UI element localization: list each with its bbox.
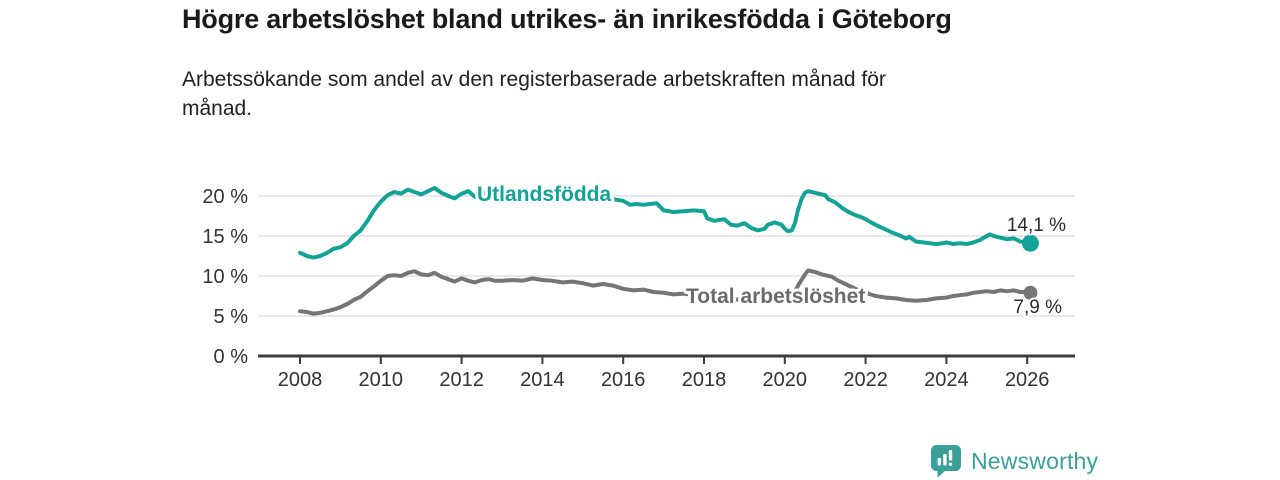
series-line-utlandsfodda: [298, 186, 1033, 260]
series-endpoint-dot-utlandsfodda: [1021, 234, 1039, 252]
brand-name: Newsworthy: [971, 447, 1099, 474]
end-value-label-total: 7,9 %: [1013, 297, 1062, 318]
x-axis-tick-label: 2024: [924, 369, 969, 391]
chart-title: Högre arbetslöshet bland utrikes- än inr…: [182, 4, 952, 34]
x-axis-tick-label: 2022: [843, 369, 888, 391]
unemployment-line-chart: 0 % 5 % 10 % 15 % 20 % 2008 2010 2012 2014 2016 20…: [202, 180, 1075, 391]
logo-bar-tall: [943, 454, 947, 466]
newsworthy-logo-icon: [931, 445, 961, 478]
logo-bar-short: [937, 458, 941, 466]
y-axis-tick-label: 0 %: [214, 346, 249, 368]
x-axis-tick-label: 2014: [520, 369, 565, 391]
x-axis-tick-label: 2018: [682, 369, 727, 391]
y-axis-tick-label: 5 %: [214, 306, 249, 328]
logo-exclamation-dot: [948, 462, 953, 466]
y-axis-tick-label: 20 %: [202, 186, 248, 208]
series-label-utlandsfodda: Utlandsfödda: [477, 183, 611, 206]
x-axis-tick-label: 2016: [601, 369, 646, 391]
x-axis-tick-label: 2010: [359, 369, 404, 391]
series-endpoint-dot-total: [1023, 285, 1038, 300]
brand-footer: Newsworthy: [930, 444, 1098, 478]
x-axis-tick-label: 2020: [763, 369, 808, 391]
x-axis-tick-label: 2026: [1005, 369, 1050, 391]
series-line-total: [298, 268, 1033, 316]
end-value-label-utlandsfodda: 14,1 %: [1007, 215, 1066, 236]
y-axis-tick-label: 15 %: [202, 226, 248, 248]
logo-exclamation-bar: [948, 450, 953, 461]
series-label-total: Total arbetslöshet: [686, 285, 865, 308]
x-axis-tick-label: 2008: [278, 369, 323, 391]
x-axis-tick-label: 2012: [439, 369, 484, 391]
chart-subtitle: Arbetssökande som andel av den registerb…: [182, 68, 886, 120]
y-axis-tick-label: 10 %: [202, 266, 248, 288]
